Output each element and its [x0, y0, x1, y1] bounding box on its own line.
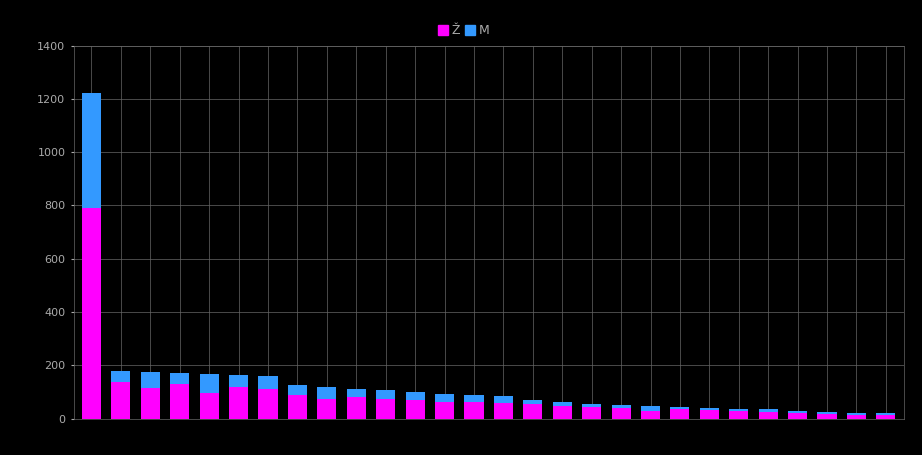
Bar — [347, 389, 366, 397]
Bar — [670, 410, 690, 419]
Bar — [199, 374, 219, 393]
Bar — [670, 407, 690, 410]
Bar — [700, 408, 719, 410]
Bar — [876, 413, 895, 415]
Bar — [141, 372, 160, 388]
Bar — [317, 399, 337, 419]
Bar — [288, 394, 307, 419]
Bar — [523, 404, 542, 419]
Bar — [847, 415, 866, 419]
Bar — [171, 373, 189, 384]
Bar — [818, 412, 836, 414]
Bar — [523, 400, 542, 404]
Bar — [788, 411, 807, 413]
Bar — [847, 413, 866, 415]
Bar — [465, 402, 483, 419]
Bar — [435, 394, 454, 402]
Bar — [788, 413, 807, 419]
Bar — [759, 412, 778, 419]
Bar — [435, 402, 454, 419]
Bar — [611, 409, 631, 419]
Bar — [112, 382, 130, 419]
Bar — [582, 407, 601, 419]
Bar — [229, 375, 248, 387]
Bar — [376, 390, 396, 399]
Bar — [494, 396, 513, 403]
Bar — [258, 389, 278, 419]
Bar — [494, 403, 513, 419]
Bar — [258, 376, 278, 389]
Bar — [199, 393, 219, 419]
Bar — [818, 414, 836, 419]
Bar — [552, 406, 572, 419]
Bar — [317, 387, 337, 399]
Bar — [82, 93, 101, 208]
Bar — [406, 392, 425, 400]
Bar — [406, 400, 425, 419]
Bar — [582, 404, 601, 407]
Bar — [641, 411, 660, 419]
Bar — [112, 371, 130, 382]
Bar — [347, 397, 366, 419]
Bar — [700, 410, 719, 419]
Bar — [288, 385, 307, 394]
Bar — [376, 399, 396, 419]
Bar — [759, 410, 778, 412]
Bar — [876, 415, 895, 419]
Bar — [729, 409, 749, 411]
Bar — [171, 384, 189, 419]
Bar — [465, 395, 483, 402]
Bar — [141, 388, 160, 419]
Bar — [229, 387, 248, 419]
Bar — [729, 411, 749, 419]
Bar — [611, 405, 631, 409]
Legend: Ž, M: Ž, M — [435, 22, 492, 40]
Bar — [552, 402, 572, 406]
Bar — [82, 208, 101, 419]
Bar — [641, 406, 660, 411]
